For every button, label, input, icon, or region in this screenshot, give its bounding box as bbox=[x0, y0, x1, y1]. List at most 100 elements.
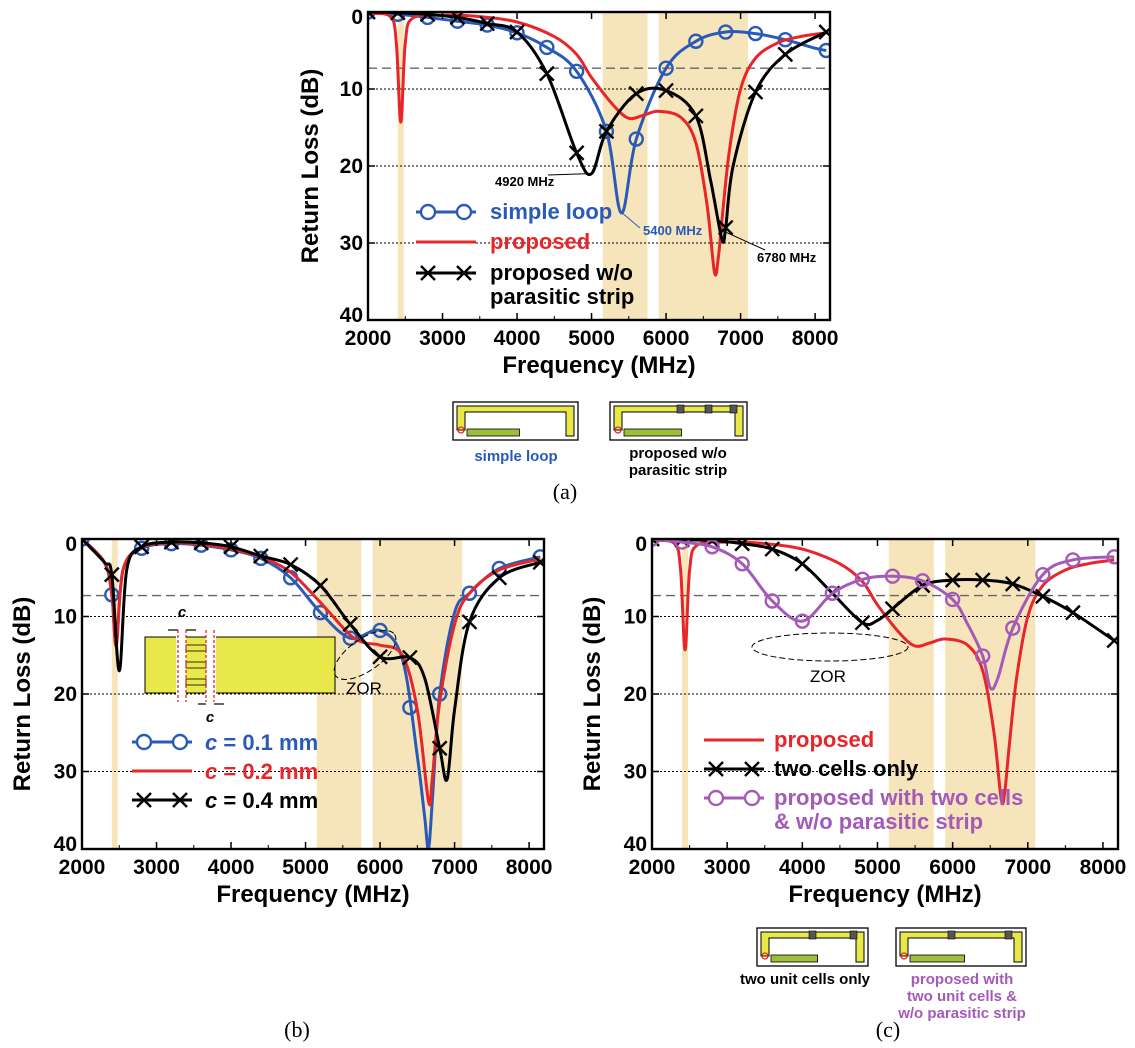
x-tick-label: 7000 bbox=[717, 327, 764, 350]
series-2-marker bbox=[704, 539, 720, 555]
series-2-marker bbox=[193, 539, 210, 551]
series-1-marker bbox=[1106, 632, 1118, 649]
series-2-marker bbox=[252, 548, 269, 564]
series-1-marker bbox=[974, 572, 991, 588]
series-2-marker bbox=[103, 566, 120, 583]
antenna-icon bbox=[895, 927, 1027, 967]
inset-label: c bbox=[178, 604, 187, 621]
series-2-marker bbox=[431, 740, 448, 757]
series-2-marker bbox=[538, 65, 555, 82]
series-2-marker bbox=[568, 145, 585, 161]
legend-item-1: c = 0.2 mm bbox=[132, 759, 318, 784]
series-2-marker bbox=[402, 649, 418, 666]
legend-label: proposed bbox=[774, 727, 874, 752]
series-line-0 bbox=[652, 539, 1115, 806]
legend-label: c = 0.4 mm bbox=[205, 788, 318, 813]
series-2-marker bbox=[944, 591, 961, 608]
series-2-marker bbox=[717, 219, 734, 236]
legend: c = 0.1 mm c = 0.2 mm c = 0.4 mm bbox=[132, 730, 318, 813]
legend-label: proposed w/o parasitic strip bbox=[490, 260, 634, 309]
x-tick-label: 2000 bbox=[629, 856, 676, 879]
legend-label: simple loop bbox=[490, 199, 612, 224]
series-0-marker bbox=[717, 24, 734, 40]
annotation: 6780 MHz bbox=[757, 250, 817, 265]
series-2-marker bbox=[1065, 552, 1081, 568]
series-2-marker bbox=[1005, 620, 1021, 636]
series-2-marker bbox=[598, 123, 615, 140]
antenna-icon bbox=[756, 927, 869, 967]
legend-item-2: proposed with two cells & w/o parasitic s… bbox=[704, 785, 1023, 834]
series-1-marker bbox=[734, 539, 751, 552]
zor-ellipse bbox=[333, 630, 397, 680]
x-axis-title: Frequency (MHz) bbox=[502, 352, 695, 379]
x-tick-label: 8000 bbox=[792, 327, 839, 350]
series-2-marker bbox=[674, 539, 690, 550]
series-0-marker bbox=[539, 39, 555, 56]
annotation: 4920 MHz bbox=[495, 174, 555, 189]
panel-label: (b) bbox=[284, 1017, 310, 1042]
x-tick-label: 3000 bbox=[419, 327, 466, 350]
legend-item-0: simple loop bbox=[416, 199, 612, 224]
caption: proposed with two unit cells & w/o parasit… bbox=[897, 971, 1026, 1022]
x-axis-title: Frequency (MHz) bbox=[216, 881, 409, 908]
legend: proposed two cells only proposed with two … bbox=[704, 727, 1023, 834]
series-line-1 bbox=[652, 539, 1116, 642]
series-2-marker bbox=[628, 85, 645, 102]
series-0-marker bbox=[688, 33, 704, 49]
legend-label: c = 0.2 mm bbox=[205, 759, 318, 784]
series-0-marker bbox=[818, 42, 830, 59]
panel-c: 2000 3000 4000 5000 6000 7000 8000 0 10 20 30 40 Fre… bbox=[579, 533, 1127, 908]
interdigital-gap-inset: cc bbox=[144, 604, 336, 726]
panel-b: 2000 3000 4000 5000 6000 7000 8000 0 10 20 30 40 Fre… bbox=[9, 533, 553, 908]
y-axis-title: Return Loss (dB) bbox=[297, 69, 324, 264]
y-tick-label: 40 bbox=[340, 304, 363, 327]
series-line-1 bbox=[368, 12, 827, 277]
series-line-1 bbox=[82, 539, 541, 807]
legend-label: two cells only bbox=[774, 756, 919, 781]
x-tick-label: 2000 bbox=[59, 856, 106, 879]
series-2-marker bbox=[854, 571, 871, 587]
series-2-marker bbox=[747, 84, 764, 100]
series-2-marker bbox=[133, 539, 150, 555]
inset-label: c bbox=[206, 709, 215, 726]
series-2-marker bbox=[342, 616, 359, 633]
annotation: ZOR bbox=[810, 667, 846, 686]
legend-item-2: c = 0.4 mm bbox=[132, 788, 318, 813]
y-tick-label: 0 bbox=[65, 533, 77, 556]
y-tick-label: 10 bbox=[624, 606, 647, 629]
x-tick-label: 8000 bbox=[1080, 856, 1127, 879]
series-1-marker bbox=[854, 614, 871, 631]
series-2-marker bbox=[658, 82, 674, 99]
caption: simple loop bbox=[474, 448, 557, 465]
series-0-marker bbox=[372, 622, 388, 639]
series-1-marker bbox=[1034, 588, 1051, 605]
figure-extras: simple loop proposed w/o parasitic strip tw… bbox=[284, 401, 1027, 1042]
x-tick-label: 4000 bbox=[494, 327, 541, 350]
panel-label: (c) bbox=[876, 1017, 900, 1042]
series-0-marker bbox=[628, 131, 644, 147]
series-1-marker bbox=[794, 555, 811, 572]
antenna-icon bbox=[452, 401, 579, 441]
x-tick-label: 5000 bbox=[282, 856, 329, 879]
x-tick-label: 6000 bbox=[643, 327, 690, 350]
y-tick-label: 20 bbox=[624, 683, 647, 706]
x-tick-label: 2000 bbox=[345, 327, 392, 350]
series-2-marker bbox=[532, 554, 544, 571]
series-0-marker bbox=[133, 540, 150, 556]
series-1-marker bbox=[944, 572, 961, 588]
series-2-marker bbox=[223, 539, 239, 555]
x-tick-label: 8000 bbox=[506, 856, 553, 879]
x-tick-label: 3000 bbox=[704, 856, 751, 879]
series-1-marker bbox=[1065, 604, 1081, 621]
series-2-marker bbox=[419, 12, 436, 23]
y-tick-label: 30 bbox=[340, 232, 363, 255]
legend-item-1: two cells only bbox=[704, 756, 919, 781]
series-2-marker bbox=[764, 593, 780, 609]
y-tick-label: 30 bbox=[624, 761, 647, 784]
x-tick-label: 7000 bbox=[431, 856, 478, 879]
x-tick-label: 7000 bbox=[1004, 856, 1051, 879]
series-0-marker bbox=[509, 25, 525, 41]
annotation: ZOR bbox=[346, 679, 382, 698]
y-tick-label: 20 bbox=[340, 155, 363, 178]
